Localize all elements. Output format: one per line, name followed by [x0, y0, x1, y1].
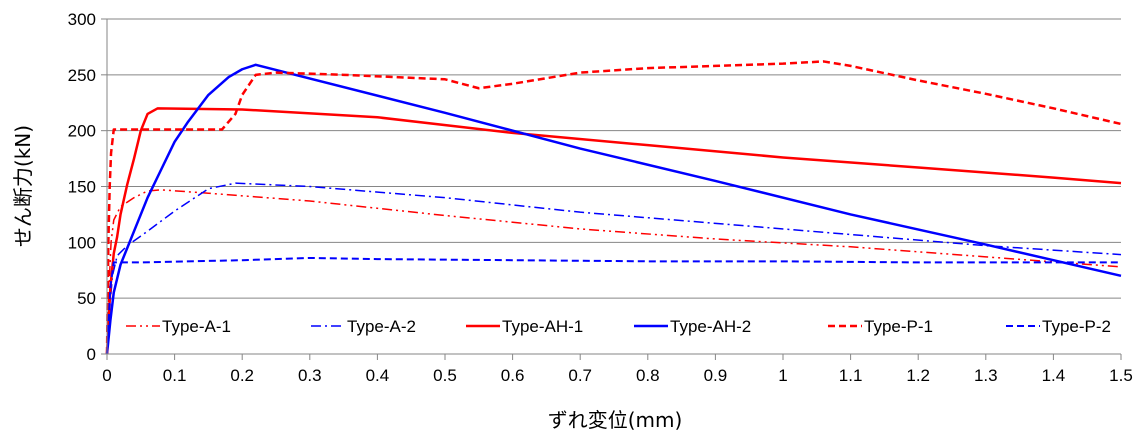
y-tick-label-3: 150 — [68, 178, 96, 197]
y-tick-label-0: 0 — [87, 345, 96, 364]
x-tick-label-3: 0.3 — [298, 366, 322, 385]
series-line-type-ah-1 — [105, 107, 1122, 355]
legend-label-type-p-1: Type-P-1 — [864, 317, 933, 336]
y-tick-label-6: 300 — [68, 10, 96, 29]
legend-label-type-ah-1: Type-AH-1 — [502, 317, 583, 336]
series-line-type-p-1 — [105, 60, 1122, 355]
x-tick-label-5: 0.5 — [433, 366, 457, 385]
x-tick-label-2: 0.2 — [230, 366, 254, 385]
x-tick-label-12: 1.2 — [906, 366, 930, 385]
legend-label-type-a-2: Type-A-2 — [347, 317, 416, 336]
series-line-type-ah-2 — [105, 63, 1122, 355]
legend-label-type-ah-2: Type-AH-2 — [670, 317, 751, 336]
series-line-type-p-2 — [106, 256, 1121, 355]
y-tick-label-4: 200 — [68, 122, 96, 141]
legend-label-type-a-1: Type-A-1 — [162, 317, 231, 336]
x-tick-label-14: 1.4 — [1042, 366, 1066, 385]
x-tick-label-6: 0.6 — [501, 366, 525, 385]
y-axis-label: せん断力(kN) — [11, 125, 35, 247]
series-line-type-a-2 — [106, 182, 1122, 355]
x-tick-label-4: 0.4 — [366, 366, 390, 385]
x-tick-label-15: 1.5 — [1109, 366, 1133, 385]
axes — [101, 18, 1122, 360]
x-tick-label-13: 1.3 — [974, 366, 998, 385]
x-tick-label-10: 1 — [778, 366, 787, 385]
y-tick-label-2: 100 — [68, 233, 96, 252]
legend: Type-A-1 Type-A-2 Type-AH-1 Type-AH-2 Type-P… — [126, 317, 1111, 336]
x-tick-label-9: 0.9 — [704, 366, 728, 385]
y-tick-label-1: 50 — [77, 289, 96, 308]
series-layer — [105, 60, 1122, 355]
tick-labels: 0 0.1 0.2 0.3 0.4 0.5 0.6 0.7 0.8 0.9 1 1.1 1.2 1.3 1.… — [68, 10, 1133, 385]
x-tick-label-11: 1.1 — [839, 366, 863, 385]
grid-lines — [107, 18, 1121, 299]
y-tick-label-5: 250 — [68, 66, 96, 85]
x-axis-label: ずれ変位(mm) — [548, 408, 683, 432]
x-tick-label-1: 0.1 — [163, 366, 187, 385]
series-line-type-a-1 — [106, 189, 1122, 355]
x-tick-label-8: 0.8 — [636, 366, 660, 385]
x-tick-label-7: 0.7 — [568, 366, 592, 385]
legend-label-type-p-2: Type-P-2 — [1042, 317, 1111, 336]
x-tick-label-0: 0 — [102, 366, 111, 385]
